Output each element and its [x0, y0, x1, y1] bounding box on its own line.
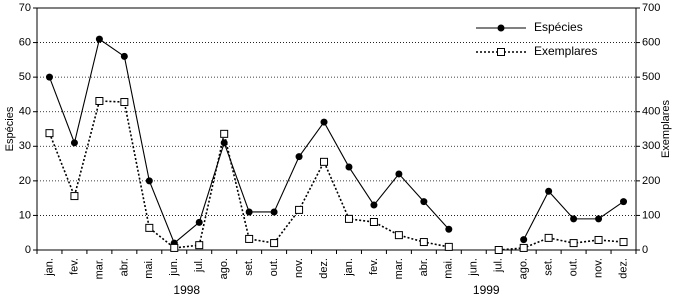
- y2-tick-label: 100: [642, 209, 660, 221]
- point: [369, 217, 378, 226]
- point: [95, 35, 103, 43]
- y2-tick-label: 400: [642, 106, 660, 118]
- point: [120, 52, 128, 60]
- point: [444, 242, 453, 251]
- y2-tick-label: 200: [642, 175, 660, 187]
- x-tick-label: fev.: [368, 258, 380, 275]
- year-label: 1999: [473, 283, 500, 297]
- point: [595, 215, 603, 223]
- point: [345, 163, 353, 171]
- point: [570, 215, 578, 223]
- y-tick-label: 10: [19, 209, 31, 221]
- point: [145, 223, 154, 232]
- point: [70, 139, 78, 147]
- x-tick-label: ago.: [218, 258, 230, 279]
- point: [95, 96, 104, 105]
- point: [320, 157, 329, 166]
- legend-marker: [497, 24, 505, 32]
- series-line: [498, 237, 624, 251]
- y-tick-label: 30: [19, 140, 31, 152]
- point: [245, 234, 254, 243]
- point: [45, 129, 54, 138]
- legend-label: Espécies: [534, 20, 583, 34]
- x-tick-label: jul.: [193, 258, 205, 273]
- point: [394, 231, 403, 240]
- point: [270, 239, 279, 248]
- y2-tick-label: 300: [642, 140, 660, 152]
- x-tick-label: jun.: [468, 258, 480, 277]
- point: [594, 235, 603, 244]
- y-tick-label: 40: [19, 106, 31, 118]
- x-tick-label: dez.: [617, 258, 629, 279]
- x-tick-label: mar.: [93, 258, 105, 279]
- x-tick-label: jul.: [493, 258, 505, 273]
- point: [569, 239, 578, 248]
- point: [320, 118, 328, 126]
- point: [120, 98, 129, 107]
- x-tick-label: mai.: [443, 258, 455, 279]
- point: [545, 187, 553, 195]
- point: [245, 208, 253, 216]
- point: [370, 201, 378, 209]
- point: [295, 205, 304, 214]
- y-tick-label: 0: [25, 244, 31, 256]
- point: [270, 208, 278, 216]
- y2-tick-label: 700: [642, 2, 660, 14]
- point: [220, 129, 229, 138]
- x-tick-label: out.: [568, 258, 580, 276]
- y-tick-label: 60: [19, 36, 31, 48]
- y-axis-label: Espécies: [4, 106, 16, 151]
- point: [420, 198, 428, 206]
- y2-tick-label: 500: [642, 71, 660, 83]
- x-tick-label: dez.: [318, 258, 330, 279]
- point: [195, 241, 204, 250]
- point: [520, 236, 528, 244]
- x-tick-label: set.: [243, 258, 255, 276]
- x-tick-label: nov.: [293, 258, 305, 278]
- point: [494, 246, 503, 254]
- x-tick-label: out.: [268, 258, 280, 276]
- y2-tick-label: 0: [642, 244, 648, 256]
- point: [544, 233, 553, 242]
- point: [45, 73, 53, 81]
- x-tick-label: fev.: [68, 258, 80, 275]
- x-tick-label: jan.: [43, 258, 55, 277]
- point: [519, 243, 528, 252]
- point: [70, 192, 79, 201]
- point: [620, 198, 628, 206]
- x-tick-label: mar.: [393, 258, 405, 279]
- y-tick-label: 70: [19, 2, 31, 14]
- point: [170, 243, 179, 252]
- point: [195, 218, 203, 226]
- y-tick-label: 20: [19, 175, 31, 187]
- x-tick-label: abr.: [118, 258, 130, 276]
- x-tick-label: nov.: [592, 258, 604, 278]
- x-tick-label: jun.: [168, 258, 180, 277]
- y-tick-label: 50: [19, 71, 31, 83]
- year-label: 1998: [173, 283, 200, 297]
- point: [344, 214, 353, 223]
- legend-label: Exemplares: [534, 44, 597, 58]
- x-tick-label: abr.: [418, 258, 430, 276]
- x-tick-label: ago.: [518, 258, 530, 279]
- point: [419, 238, 428, 247]
- point: [619, 238, 628, 247]
- point: [145, 177, 153, 185]
- y2-tick-label: 600: [642, 36, 660, 48]
- series-line: [48, 100, 449, 249]
- x-tick-label: mai.: [143, 258, 155, 279]
- point: [395, 170, 403, 178]
- x-tick-label: jan.: [343, 258, 355, 277]
- y2-axis-label: Exemplares: [660, 99, 672, 158]
- point: [445, 225, 453, 233]
- x-tick-label: set.: [543, 258, 555, 276]
- legend-marker: [497, 48, 505, 56]
- point: [295, 153, 303, 161]
